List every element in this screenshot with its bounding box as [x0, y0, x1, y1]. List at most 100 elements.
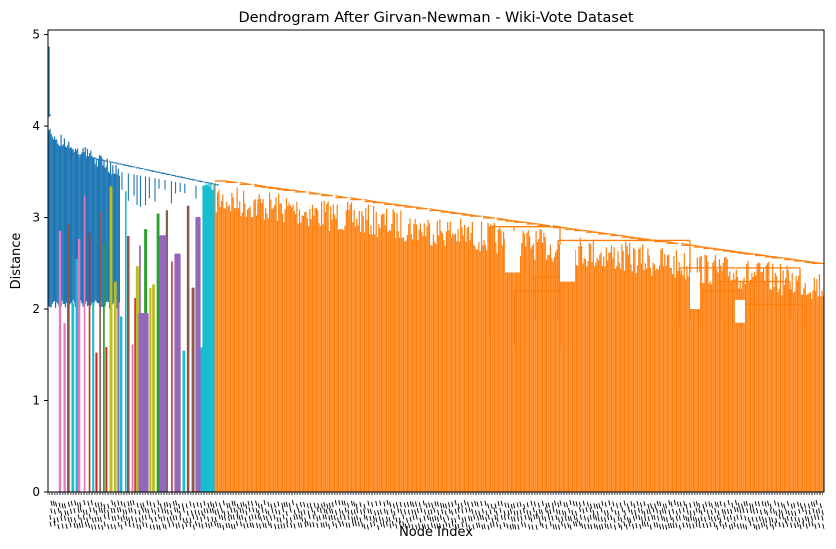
x-tick-label: [120, 500, 123, 507]
x-tick-label: [710, 509, 713, 516]
x-tick-label: [619, 502, 622, 508]
x-tick-label: [200, 516, 203, 522]
x-tick-label: [134, 509, 137, 515]
x-tick-label: [221, 514, 224, 521]
x-tick-label: [166, 509, 169, 515]
x-tick-label: [53, 521, 56, 527]
x-tick-label: [203, 500, 206, 506]
x-tick-label: [230, 524, 233, 530]
x-tick-label: [678, 524, 681, 530]
x-tick-label: [186, 510, 189, 516]
x-tick-label: [496, 516, 499, 523]
x-tick-label: [226, 503, 229, 509]
x-tick-label: [538, 515, 541, 522]
x-tick-label: [267, 520, 270, 527]
x-tick-label: [304, 517, 307, 523]
x-tick-label: [175, 515, 178, 521]
x-tick-label: [84, 521, 87, 527]
x-tick-label: [670, 523, 673, 529]
plot-area: [48, 46, 825, 492]
x-tick-label: [383, 508, 386, 514]
x-tick-label: [714, 501, 717, 507]
x-tick-label: [549, 509, 552, 515]
x-tick-label: [372, 515, 375, 521]
x-tick-label: [363, 514, 366, 520]
x-tick-label: [697, 517, 700, 524]
x-tick-label: [114, 524, 117, 530]
x-tick-label: [185, 503, 188, 509]
x-tick-label: [393, 510, 396, 516]
x-tick-label: [683, 500, 686, 507]
x-tick-label: [128, 507, 131, 513]
x-tick-label: [564, 510, 567, 517]
x-tick-label: [241, 514, 244, 520]
x-tick-label: [583, 524, 586, 530]
x-tick-label: [363, 523, 366, 530]
x-tick-label: [409, 516, 412, 522]
x-tick-label: [332, 521, 335, 527]
x-tick-label: [245, 510, 248, 516]
x-tick-label: [668, 500, 671, 506]
x-tick-label: [203, 514, 206, 520]
x-tick-label: [761, 516, 765, 522]
x-tick-label: [357, 521, 360, 527]
x-tick-label: [598, 503, 601, 509]
x-tick-label: [626, 516, 629, 522]
x-tick-label: [768, 516, 771, 522]
x-tick-label: [523, 503, 526, 510]
x-tick-label: [621, 507, 624, 513]
x-tick-label: [280, 523, 283, 529]
x-tick-label: [131, 516, 134, 522]
y-axis-label: Distance: [9, 233, 24, 290]
x-tick-label: [468, 524, 471, 530]
x-tick-label: [659, 509, 662, 516]
x-tick-label: [700, 516, 703, 522]
x-tick-label: [206, 508, 209, 514]
x-tick-label: [147, 508, 150, 514]
x-tick-label: [120, 524, 123, 530]
x-tick-label: [353, 516, 356, 523]
x-tick-label: [723, 514, 726, 520]
x-tick-label: [114, 515, 117, 521]
x-tick-label: [156, 524, 159, 530]
x-tick-label: [312, 522, 315, 528]
x-tick-label: [91, 517, 94, 523]
x-tick-label: [586, 501, 589, 507]
x-tick-label: [742, 523, 745, 529]
x-tick-label: [457, 514, 461, 520]
x-tick-label: [135, 517, 138, 523]
x-tick-label: [328, 502, 331, 509]
x-tick-label: [81, 522, 84, 528]
x-tick-label: [716, 524, 719, 530]
x-tick-label: [640, 508, 644, 514]
x-tick-label: [101, 524, 104, 531]
x-tick-label: [700, 510, 703, 516]
x-tick-label: [606, 510, 609, 516]
x-tick-label: [448, 508, 451, 514]
x-tick-label: [380, 521, 383, 527]
x-tick-label: [256, 522, 259, 529]
x-tick-label: [303, 509, 306, 515]
x-tick-label: [749, 520, 752, 527]
x-tick-label: [166, 501, 169, 508]
x-tick-label: [390, 508, 393, 514]
x-tick-label: [708, 501, 711, 507]
x-tick-label: [664, 508, 667, 514]
x-tick-label: [633, 503, 636, 509]
x-tick-label: [251, 522, 255, 529]
x-tick-label: [704, 501, 708, 507]
x-tick-label: [259, 516, 263, 522]
x-tick-label: [355, 503, 358, 509]
x-tick-label: [765, 524, 768, 530]
x-tick-label: [592, 509, 595, 515]
x-tick-label: [630, 501, 633, 507]
x-tick-label: [638, 514, 641, 521]
x-tick-label: [499, 507, 502, 513]
x-tick-label: [575, 521, 578, 527]
x-tick-label: [297, 522, 300, 528]
x-tick-label: [350, 500, 353, 506]
x-tick-label: [317, 503, 320, 509]
x-tick-label: [49, 521, 52, 527]
x-tick-label: [110, 507, 113, 514]
x-tick-label: [303, 502, 306, 508]
